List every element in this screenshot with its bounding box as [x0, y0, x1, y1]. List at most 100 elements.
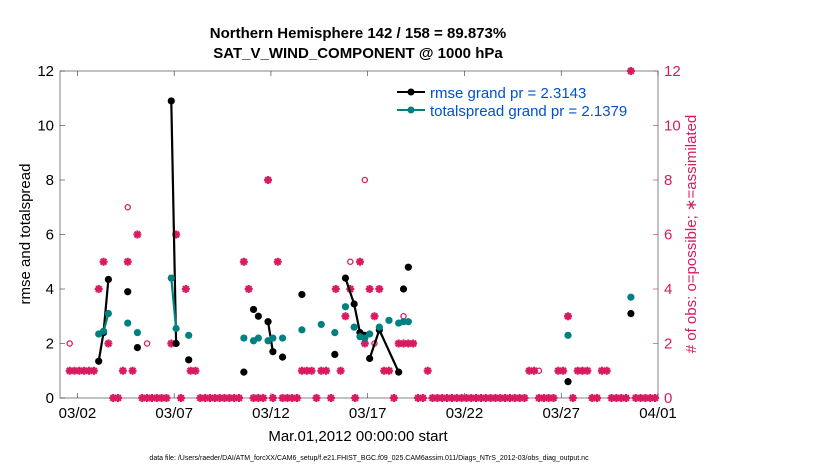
rmse-point: [254, 312, 262, 320]
obs-possible-marker: [579, 367, 586, 374]
obs-assimilated-marker: [293, 394, 302, 402]
x-tick-label: 03/27: [542, 405, 580, 422]
obs-assimilated-marker: [409, 339, 418, 348]
spread-point: [278, 334, 287, 342]
obs-assimilated-marker: [384, 366, 393, 375]
x-tick-label: 04/01: [639, 405, 677, 422]
right-y-tick-label: 0: [664, 390, 672, 407]
spread-point: [269, 334, 277, 342]
rmse-point: [240, 368, 248, 376]
obs-assimilated-marker: [235, 394, 244, 402]
spread-point: [361, 334, 369, 342]
left-y-tick-label: 10: [37, 118, 54, 135]
spread-point: [331, 329, 339, 337]
obs-assimilated-marker: [133, 230, 142, 239]
x-tick-label: 03/02: [59, 405, 97, 422]
spread-point: [254, 334, 262, 342]
data-file-footer: data file: /Users/raeder/DAI/ATM_forcXX/…: [149, 455, 589, 462]
legend-rmse-marker: [407, 88, 415, 96]
right-y-tick-label: 4: [664, 281, 672, 298]
obs-possible-marker: [143, 340, 151, 347]
spread-point: [564, 331, 572, 339]
rmse-point: [269, 348, 277, 356]
right-y-tick-label: 2: [664, 336, 672, 353]
spread-point: [124, 319, 132, 327]
obs-assimilated-marker: [331, 285, 340, 293]
obs-assimilated-marker: [559, 366, 568, 375]
spread-point: [133, 329, 142, 337]
x-tick-label: 03/07: [155, 405, 193, 422]
obs-assimilated-marker: [375, 285, 384, 293]
obs-assimilated-marker: [128, 366, 137, 375]
rmse-line-segment: [170, 100, 178, 344]
spread-point: [627, 293, 635, 301]
x-tick-label: 03/17: [349, 405, 387, 422]
obs-assimilated-marker: [244, 285, 253, 293]
obs-assimilated-marker: [259, 394, 268, 402]
left-y-tick-label: 0: [46, 390, 54, 407]
legend: rmse grand pr = 2.3143 totalspread grand…: [397, 85, 627, 120]
left-y-tick-label: 6: [46, 227, 54, 244]
obs-assimilated-marker: [365, 285, 374, 293]
rmse-point: [298, 290, 306, 299]
obs-assimilated-marker: [99, 257, 108, 266]
chart-title-line1: Northern Hemisphere 142 / 158 = 89.873%: [210, 25, 506, 42]
spread-point: [298, 326, 306, 334]
rmse-line-segment: [368, 326, 400, 373]
obs-assimilated-marker: [307, 366, 316, 375]
x-axis-ticks: 03/02 03/07 03/12 03/17 03/22 03/27 04/01: [59, 71, 677, 422]
legend-spread-marker: [407, 106, 415, 114]
obs-assimilated-marker: [239, 257, 248, 266]
right-y-axis-label: # of obs: o=possible; ∗=assimilated: [683, 115, 700, 354]
obs-assimilated-marker: [370, 312, 379, 321]
spread-line-segment: [170, 277, 178, 329]
obs-assimilated-marker: [322, 366, 331, 375]
obs-assimilated-marker: [568, 394, 577, 402]
rmse-point: [104, 275, 112, 284]
obs-assimilated-marker: [312, 394, 321, 402]
obs-assimilated-marker: [104, 339, 113, 348]
obs-assimilated-marker: [520, 394, 529, 402]
obs-possible-marker: [564, 312, 572, 320]
obs-assimilated-marker: [114, 394, 123, 402]
obs-assimilated-marker: [264, 176, 273, 184]
obs-assimilated-marker: [622, 394, 631, 402]
obs-assimilated-marker: [423, 366, 432, 375]
obs-possible-marker: [124, 203, 131, 211]
spread-point: [350, 323, 358, 331]
rmse-point: [399, 285, 408, 293]
left-y-axis-ticks: 0 2 4 6 8 10 12: [37, 63, 65, 407]
rmse-point: [564, 378, 572, 386]
left-y-tick-label: 12: [37, 63, 54, 80]
obs-assimilated-marker: [355, 257, 364, 266]
obs-assimilated-marker: [123, 257, 132, 266]
rmse-point: [249, 305, 258, 314]
obs-assimilated-marker: [351, 394, 360, 402]
obs-assimilated-marker: [336, 366, 345, 375]
obs-assimilated-marker: [326, 394, 335, 402]
rmse-point: [350, 300, 358, 308]
obs-assimilated-marker: [341, 312, 350, 321]
spread-point: [104, 309, 112, 318]
left-y-axis-label: rmse and totalspread: [17, 164, 34, 305]
right-y-axis-ticks: 0 2 4 6 8 10 12: [653, 63, 681, 407]
spread-point: [185, 331, 193, 339]
obs-assimilated-marker: [651, 394, 660, 402]
x-tick-label: 03/12: [252, 405, 290, 422]
spread-point: [172, 324, 180, 333]
obs-assimilated-marker: [89, 366, 98, 375]
spread-point: [240, 334, 248, 342]
rmse-point: [124, 288, 132, 296]
rmse-point: [172, 339, 180, 348]
plot-area: 03/02 03/07 03/12 03/17 03/22 03/27 04/01 0 2 4 6…: [37, 63, 680, 422]
rmse-point: [627, 309, 635, 318]
x-axis-label: Mar.01,2012 00:00:00 start: [268, 428, 448, 445]
series-lines: [95, 97, 635, 386]
rmse-point: [404, 263, 412, 271]
rmse-point: [278, 353, 287, 361]
obs-possible-marker: [400, 312, 407, 320]
obs-assimilated-marker: [162, 394, 171, 402]
x-tick-label: 03/22: [446, 405, 484, 422]
obs-possible-marker: [66, 340, 73, 347]
obs-assimilated-marker: [602, 366, 611, 375]
